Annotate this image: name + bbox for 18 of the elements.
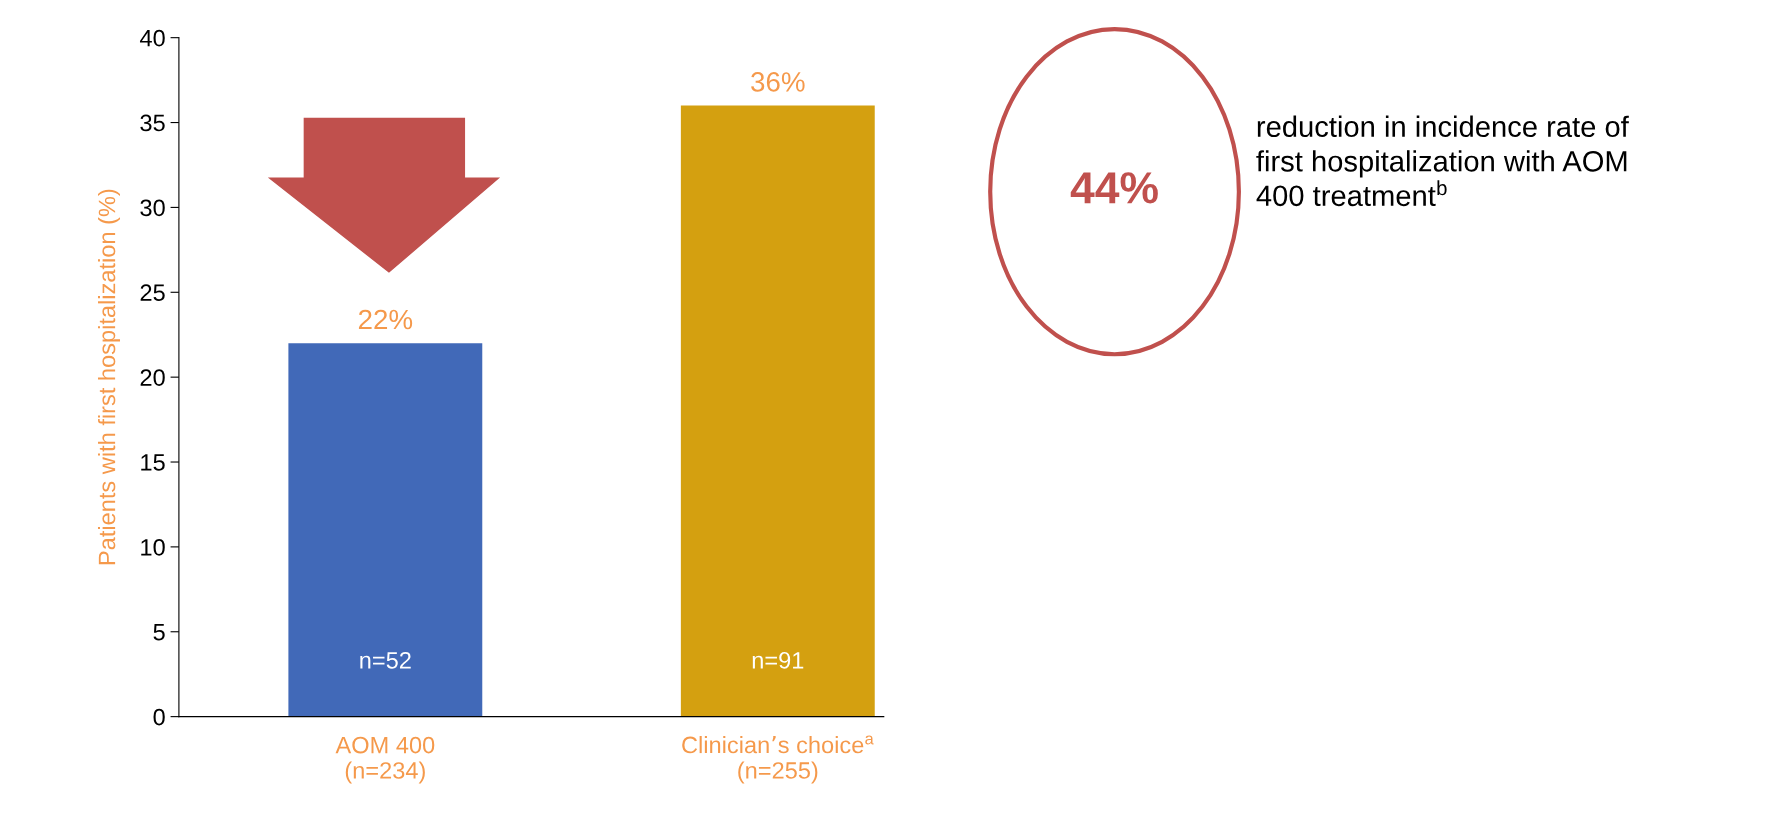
y-tick-label: 5 bbox=[153, 624, 165, 641]
y-tick-label: 15 bbox=[141, 454, 165, 471]
y-axis-title: Patients with first hospitalization (%) bbox=[97, 189, 120, 565]
y-tick-label: 25 bbox=[140, 284, 165, 302]
annotation: n=91 bbox=[752, 651, 804, 669]
y-tick-label: 40 bbox=[139, 29, 165, 47]
text: reduction in incidence rate of first hospitalization with AOM 400 treatment$^{b}$ bbox=[1256, 115, 1629, 207]
x-tick-label: AOM 400 (n=234) bbox=[335, 736, 435, 784]
y-tick-label: 20 bbox=[140, 369, 165, 386]
data-label: 22% bbox=[358, 309, 413, 330]
y-tick-label: 30 bbox=[140, 199, 165, 217]
y-tick-label: 35 bbox=[140, 114, 165, 132]
text: 44% bbox=[1070, 172, 1158, 204]
category-label: Clinician’s choice$^{a}$ (n=255) bbox=[682, 735, 874, 784]
y-tick-label: 10 bbox=[141, 538, 165, 556]
annotation: n=52 bbox=[360, 651, 411, 669]
y-tick-label: 0 bbox=[153, 708, 165, 726]
data-label: 36% bbox=[751, 72, 805, 92]
